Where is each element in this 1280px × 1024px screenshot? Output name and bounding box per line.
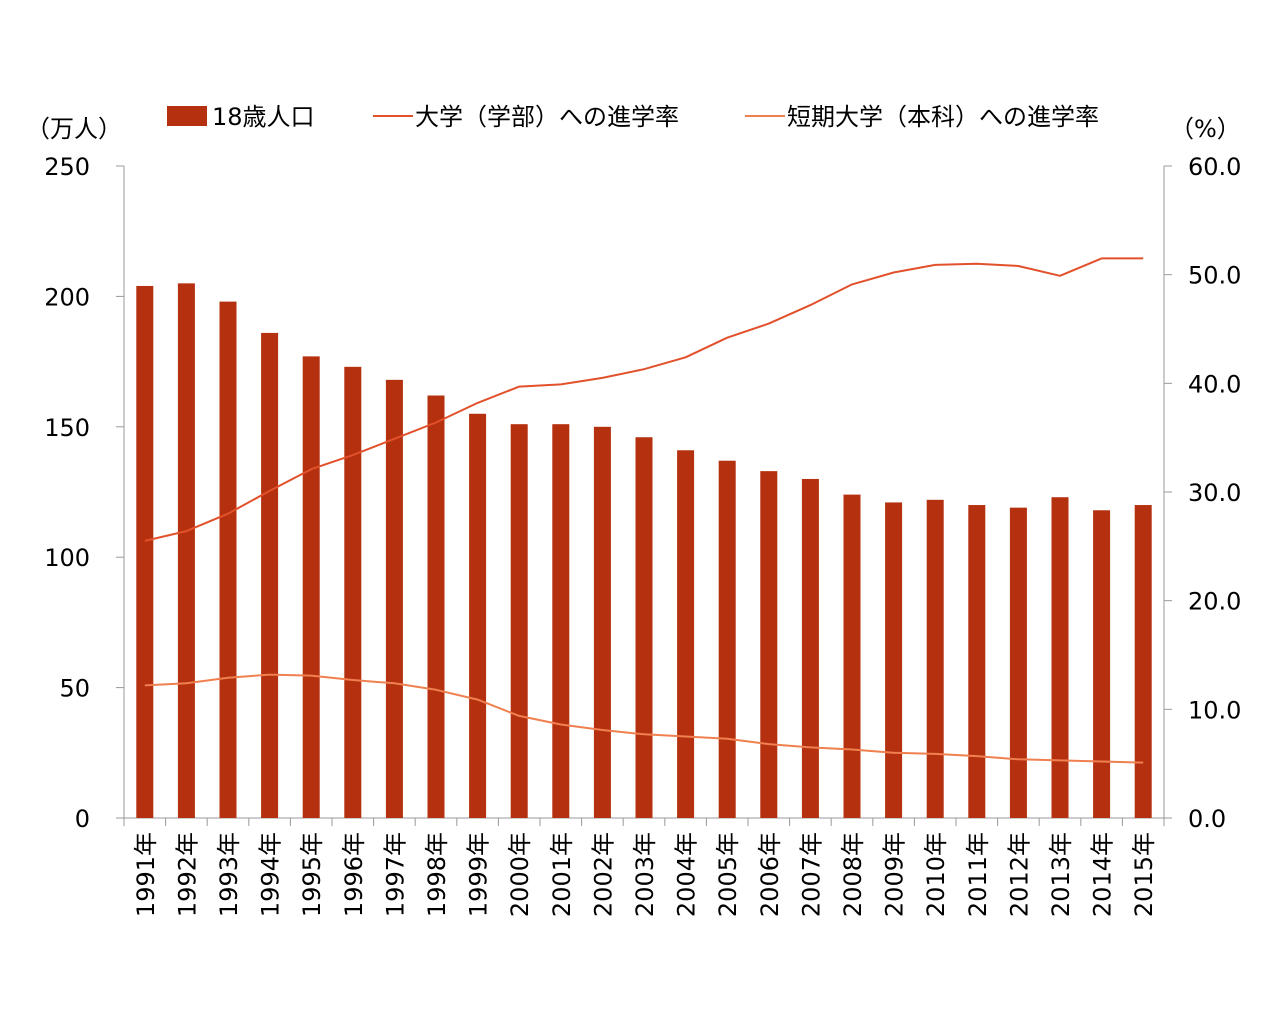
bar-population — [677, 450, 695, 818]
left-tick-label: 50 — [59, 675, 90, 703]
x-category-label: 2001年 — [548, 832, 576, 917]
right-tick-label: 40.0 — [1188, 370, 1241, 398]
bar-population — [177, 283, 195, 818]
x-category-label: 1993年 — [215, 832, 243, 917]
bar-population — [261, 332, 279, 818]
x-category-label: 2005年 — [714, 832, 742, 917]
left-axis-unit-label: （万人） — [26, 115, 122, 143]
right-tick-label: 10.0 — [1188, 696, 1241, 724]
right-tick-label: 30.0 — [1188, 479, 1241, 507]
x-category-label: 2014年 — [1089, 832, 1117, 917]
bar-population — [344, 366, 362, 818]
right-tick-label: 0.0 — [1188, 805, 1226, 833]
x-category-label: 2007年 — [797, 832, 825, 917]
right-axis-unit-label: （%） — [1170, 115, 1241, 143]
left-tick-label: 200 — [44, 283, 90, 311]
bar-population — [718, 460, 736, 818]
bar-population — [635, 437, 653, 818]
x-category-label: 2011年 — [964, 832, 992, 917]
x-category-label: 2000年 — [506, 832, 534, 917]
x-category-label: 2012年 — [1005, 832, 1033, 917]
x-category-label: 2015年 — [1130, 832, 1158, 917]
x-axis-labels: 1991年 1992年 1993年 1994年 1995年 1996年 1997年 1998年… — [132, 832, 1158, 917]
bar-population — [968, 505, 986, 818]
line-junior-college-rate — [144, 673, 1144, 764]
right-axis-ticks: 0.0 10.0 20.0 30.0 40.0 50.0 60.0 — [1164, 153, 1241, 833]
bar-population — [760, 471, 778, 818]
right-tick-label: 20.0 — [1188, 588, 1241, 616]
x-category-label: 2002年 — [589, 832, 617, 917]
right-tick-label: 60.0 — [1188, 153, 1241, 181]
x-category-label: 1994年 — [257, 832, 285, 917]
x-category-label: 1999年 — [465, 832, 493, 917]
x-category-label: 2006年 — [756, 832, 784, 917]
bar-series-population — [136, 283, 1152, 819]
legend: 18歳人口 大学（学部）への進学率 短期大学（本科）への進学率 — [167, 103, 1099, 131]
bar-population — [469, 413, 487, 818]
bar-population — [1134, 505, 1152, 818]
left-tick-label: 0 — [75, 805, 90, 833]
bar-population — [427, 395, 445, 818]
left-axis-ticks: 0 50 100 150 200 250 — [44, 153, 124, 833]
bar-population — [385, 379, 403, 818]
bar-population — [302, 356, 320, 818]
x-category-label: 2004年 — [673, 832, 701, 917]
bar-population — [1051, 497, 1069, 818]
x-category-label: 1998年 — [423, 832, 451, 917]
left-tick-label: 150 — [44, 414, 90, 442]
x-category-label: 1995年 — [298, 832, 326, 917]
legend-label-junior-college: 短期大学（本科）への進学率 — [787, 103, 1099, 131]
bar-population — [136, 285, 154, 818]
bar-population — [593, 426, 611, 818]
bar-population — [1093, 510, 1111, 818]
x-category-label: 1992年 — [173, 832, 201, 917]
bar-population — [219, 301, 237, 819]
x-category-label: 1991年 — [132, 832, 160, 917]
x-category-label: 1997年 — [381, 832, 409, 917]
x-axis-ticks — [123, 818, 1165, 826]
bar-population — [801, 478, 819, 818]
bar-population — [926, 499, 944, 818]
x-category-label: 2009年 — [881, 832, 909, 917]
right-tick-label: 50.0 — [1188, 262, 1241, 290]
left-tick-label: 100 — [44, 544, 90, 572]
line-university-rate — [144, 257, 1144, 542]
legend-swatch-population — [167, 106, 207, 126]
x-category-label: 2010年 — [922, 832, 950, 917]
bar-population — [1009, 507, 1027, 818]
bar-population — [843, 494, 861, 818]
x-category-label: 2003年 — [631, 832, 659, 917]
line-series — [144, 257, 1144, 764]
left-tick-label: 250 — [44, 153, 90, 181]
x-category-label: 1996年 — [340, 832, 368, 917]
x-category-label: 2013年 — [1047, 832, 1075, 917]
legend-label-university: 大学（学部）への進学率 — [415, 103, 679, 131]
bar-population — [885, 502, 903, 818]
bar-population — [510, 424, 528, 818]
x-category-label: 2008年 — [839, 832, 867, 917]
bar-population — [552, 424, 570, 818]
legend-label-population: 18歳人口 — [212, 103, 315, 131]
